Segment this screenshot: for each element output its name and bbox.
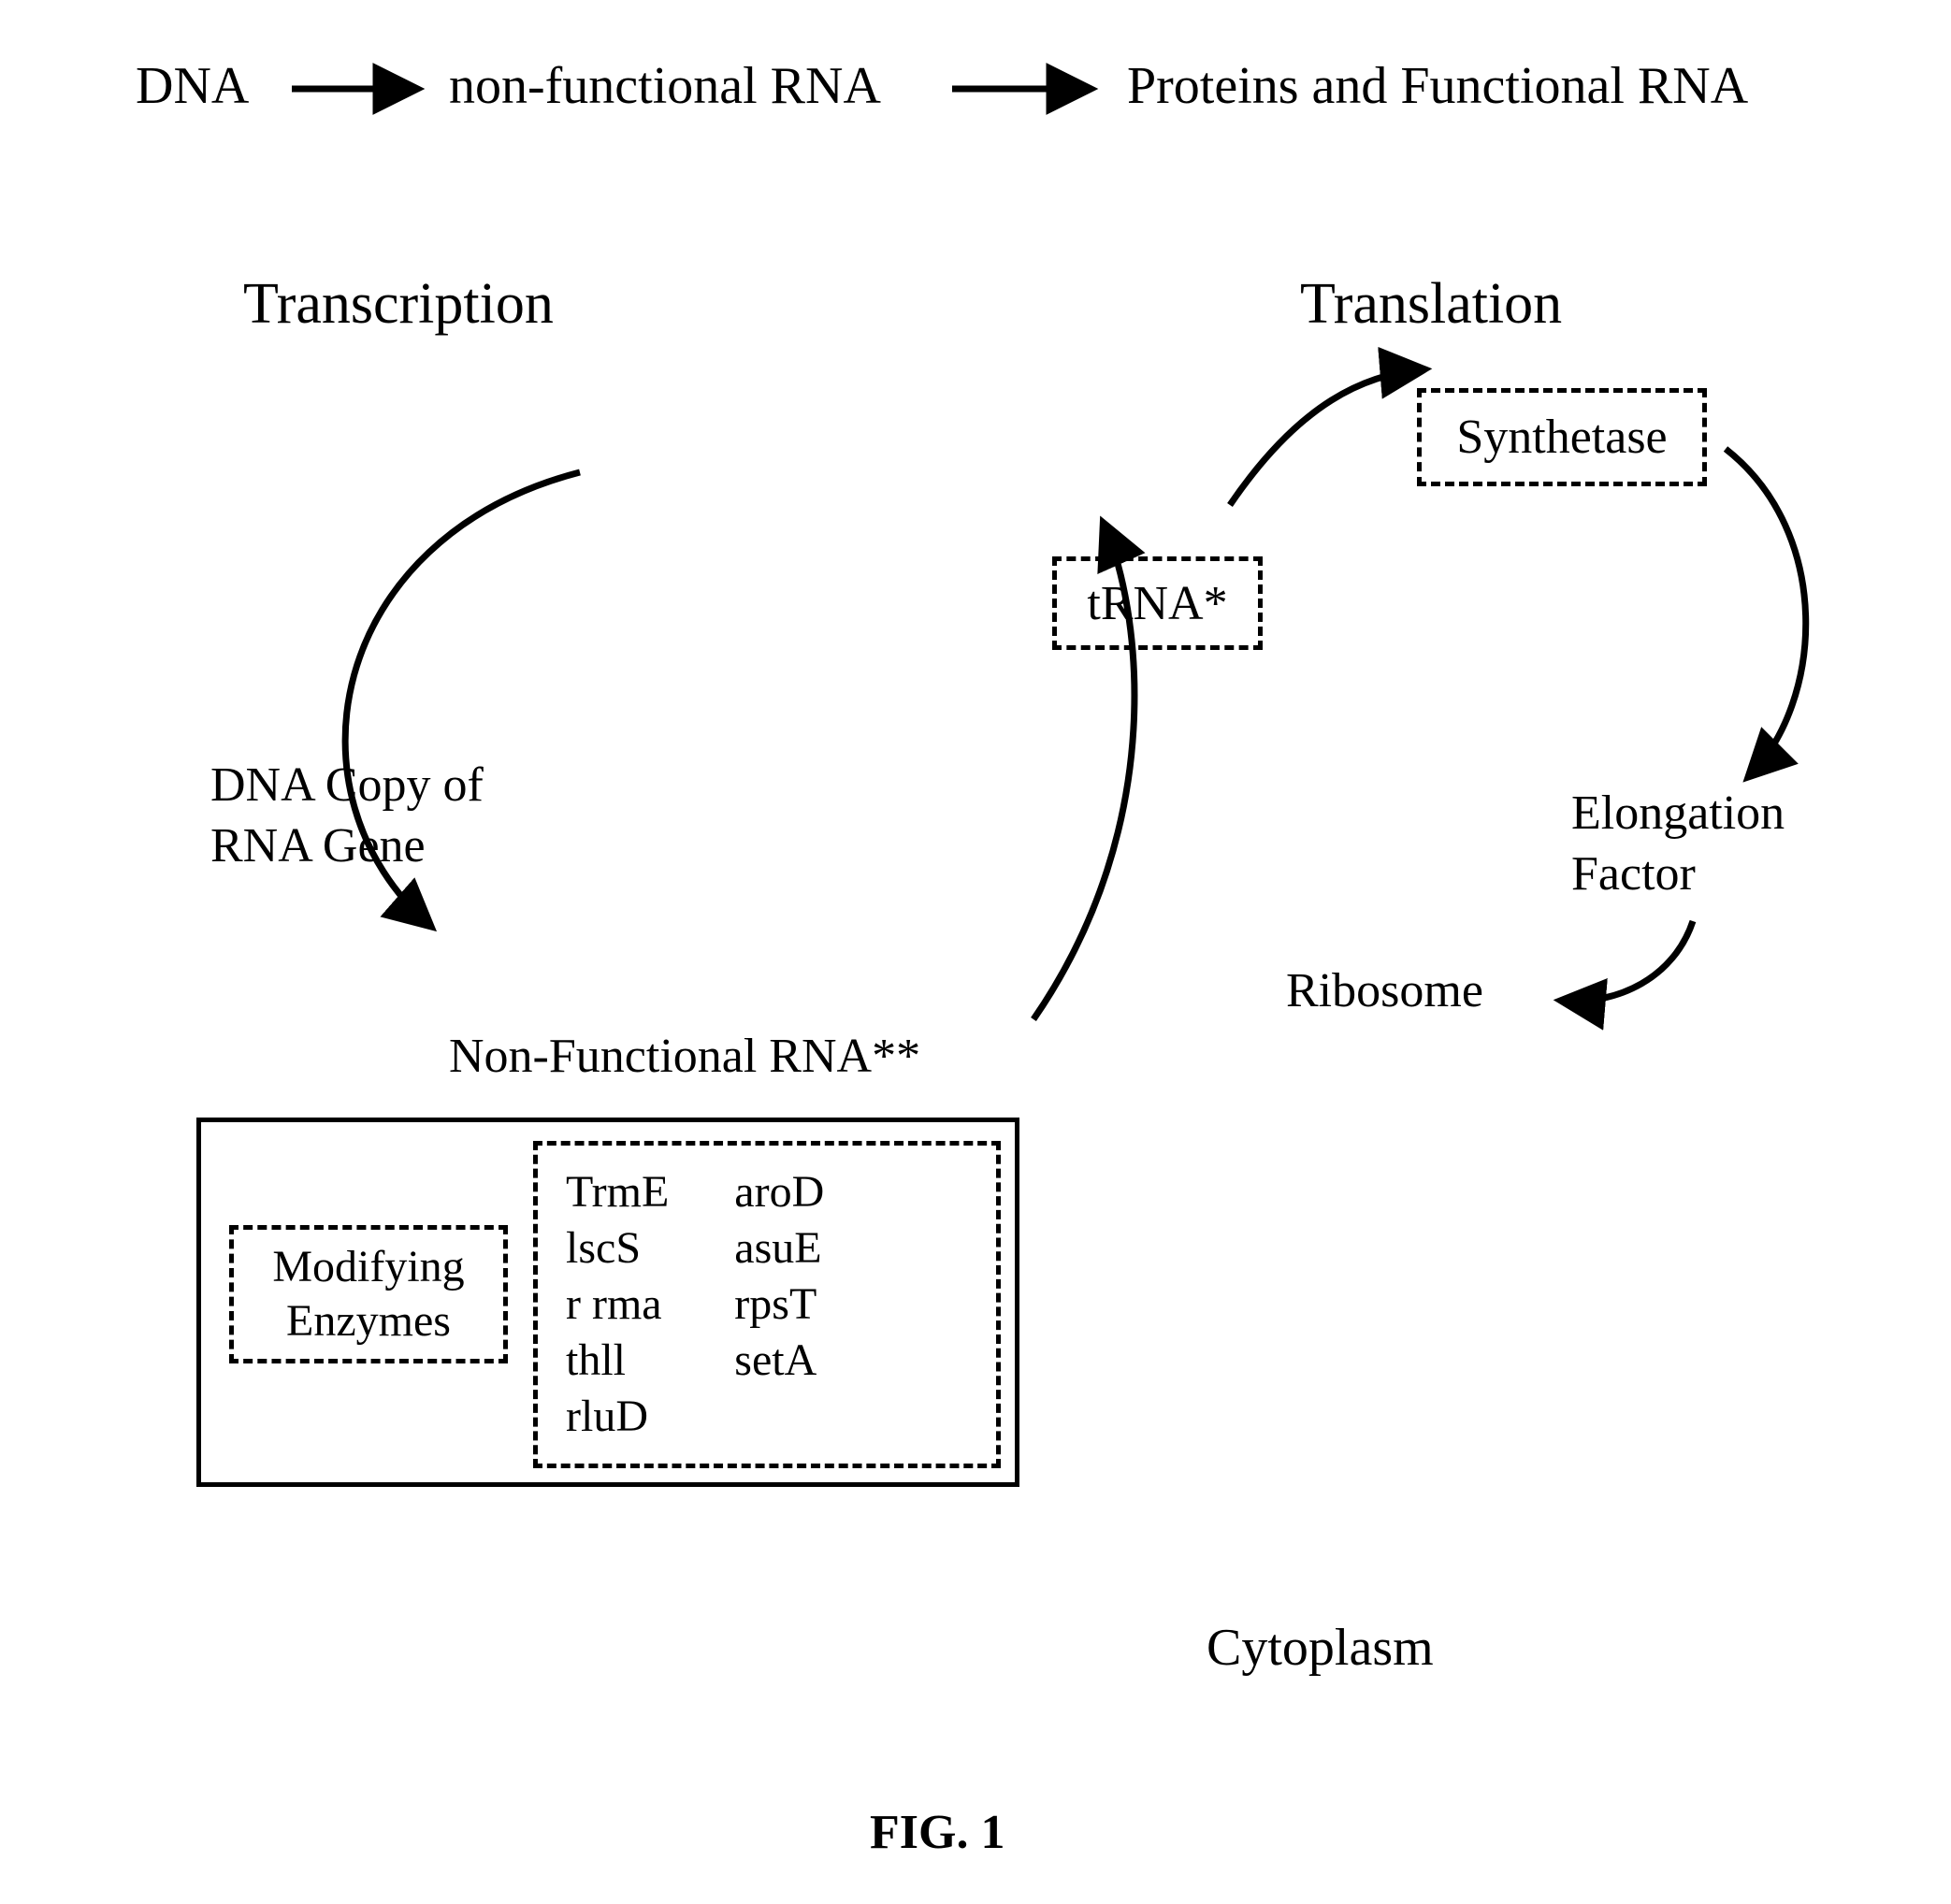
trna-label: tRNA* bbox=[1087, 576, 1227, 631]
gene-item: TrmE bbox=[566, 1164, 669, 1220]
gene-col2: aroD asuE rpsT setA bbox=[734, 1164, 824, 1445]
gene-item: setA bbox=[734, 1333, 824, 1389]
synthetase-label: Synthetase bbox=[1456, 410, 1667, 465]
arrow-synthetase-to-elong bbox=[1726, 449, 1806, 776]
nonfunc-rna-label: Non-Functional RNA** bbox=[449, 1029, 920, 1084]
gene-item: asuE bbox=[734, 1220, 824, 1277]
ribosome-label: Ribosome bbox=[1286, 963, 1483, 1018]
dna-copy-line1: DNA Copy of bbox=[210, 757, 484, 813]
gene-item: thll bbox=[566, 1333, 669, 1389]
section-translation: Translation bbox=[1300, 271, 1562, 338]
trna-box: tRNA* bbox=[1052, 556, 1263, 650]
header-nonfunc-rna-label: non-functional RNA bbox=[449, 56, 881, 116]
gene-item: rpsT bbox=[734, 1277, 824, 1333]
gene-col1: TrmE lscS r rma thll rluD bbox=[566, 1164, 669, 1445]
section-transcription: Transcription bbox=[243, 271, 554, 338]
gene-item: aroD bbox=[734, 1164, 824, 1220]
modifying-line1: Modifying bbox=[272, 1240, 464, 1294]
gene-item: lscS bbox=[566, 1220, 669, 1277]
gene-item: r rma bbox=[566, 1277, 669, 1333]
gene-list-box: TrmE lscS r rma thll rluD aroD asuE rpsT… bbox=[533, 1141, 1001, 1468]
header-proteins-label: Proteins and Functional RNA bbox=[1127, 56, 1748, 116]
enzymes-panel: Modifying Enzymes TrmE lscS r rma thll r… bbox=[196, 1118, 1019, 1487]
modifying-line2: Enzymes bbox=[286, 1294, 451, 1349]
diagram-stage: DNA non-functional RNA Proteins and Func… bbox=[0, 0, 1951, 1904]
header-dna-label: DNA bbox=[136, 56, 249, 116]
arrow-elong-to-ribosome bbox=[1562, 921, 1693, 1002]
cytoplasm-label: Cytoplasm bbox=[1207, 1618, 1434, 1678]
arrow-trna-to-synthetase bbox=[1230, 369, 1424, 505]
dna-copy-line2: RNA Gene bbox=[210, 818, 426, 873]
figure-caption: FIG. 1 bbox=[870, 1805, 1004, 1860]
modifying-enzymes-box: Modifying Enzymes bbox=[229, 1225, 508, 1363]
elongation-line2: Factor bbox=[1571, 846, 1696, 902]
elongation-line1: Elongation bbox=[1571, 786, 1785, 841]
gene-item: rluD bbox=[566, 1389, 669, 1445]
synthetase-box: Synthetase bbox=[1417, 388, 1707, 486]
